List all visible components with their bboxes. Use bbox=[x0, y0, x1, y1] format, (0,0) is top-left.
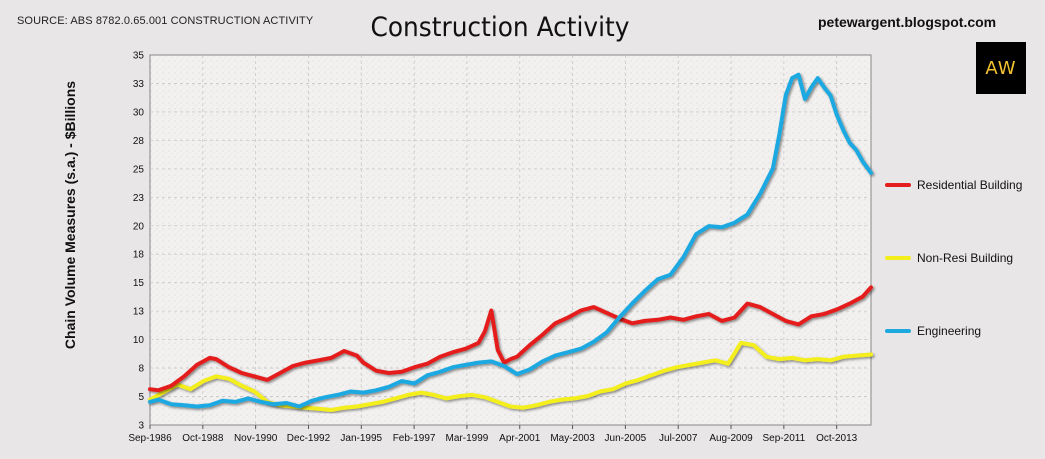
series-line-residential-building bbox=[148, 285, 873, 393]
legend-item-residential: Residential Building bbox=[885, 178, 1022, 192]
y-tick-label: 25 bbox=[133, 164, 145, 175]
x-tick-label: May-2003 bbox=[550, 433, 595, 444]
y-tick-label: 35 bbox=[133, 51, 145, 62]
series-line-engineering bbox=[148, 72, 873, 409]
series-lines bbox=[148, 72, 873, 412]
x-tick-label: Feb-1997 bbox=[393, 433, 436, 444]
legend-item-engineering: Engineering bbox=[885, 324, 981, 338]
source-note: SOURCE: ABS 8782.0.65.001 CONSTRUCTION A… bbox=[17, 15, 314, 27]
legend-swatch-non-resi bbox=[885, 256, 911, 260]
x-tick-label: Apr-2001 bbox=[499, 433, 541, 444]
x-tick-label: Oct-2013 bbox=[816, 433, 858, 444]
x-tick-label: Oct-1988 bbox=[182, 433, 224, 444]
legend-swatch-engineering bbox=[885, 329, 911, 333]
x-tick-label: Aug-2009 bbox=[709, 433, 753, 444]
y-tick-label: 13 bbox=[133, 307, 145, 318]
aw-logo: AW bbox=[976, 42, 1026, 94]
x-tick-label: Dec-1992 bbox=[287, 433, 331, 444]
y-tick-label: 23 bbox=[133, 193, 145, 204]
x-tick-label: Sep-1986 bbox=[128, 433, 172, 444]
y-tick-label: 8 bbox=[138, 364, 144, 375]
y-tick-label: 30 bbox=[133, 107, 145, 118]
legend-label-engineering: Engineering bbox=[917, 324, 982, 338]
plot-area bbox=[149, 54, 872, 426]
y-tick-label: 15 bbox=[133, 278, 145, 289]
x-tick-label: Jun-2005 bbox=[605, 433, 647, 444]
x-tick-label: Mar-1999 bbox=[446, 433, 489, 444]
chart-title: Construction Activity bbox=[370, 12, 630, 43]
x-tick-label: Nov-1990 bbox=[234, 433, 278, 444]
blog-url: petewargent.blogspot.com bbox=[818, 14, 997, 30]
y-tick-label: 28 bbox=[133, 136, 145, 147]
y-tick-label: 33 bbox=[133, 79, 145, 90]
x-tick-label: Sep-2011 bbox=[763, 433, 806, 444]
legend-label-non-resi: Non-Resi Building bbox=[917, 251, 1014, 265]
x-tick-label: Jul-2007 bbox=[659, 433, 698, 444]
y-tick-label: 10 bbox=[133, 335, 145, 346]
legend-swatch-residential bbox=[885, 183, 911, 187]
x-axis-ticks: Sep-1986 Oct-1988 Nov-1990 Dec-1992 Jan-1995… bbox=[128, 425, 858, 444]
legend-label-residential: Residential Building bbox=[917, 178, 1023, 192]
y-tick-label: 18 bbox=[133, 250, 145, 261]
x-tick-label: Jan-1995 bbox=[340, 433, 382, 444]
y-tick-label: 5 bbox=[138, 392, 144, 403]
legend-item-non-resi: Non-Resi Building bbox=[885, 251, 1013, 265]
y-tick-label: 3 bbox=[138, 421, 144, 432]
y-tick-label: 20 bbox=[133, 221, 145, 232]
